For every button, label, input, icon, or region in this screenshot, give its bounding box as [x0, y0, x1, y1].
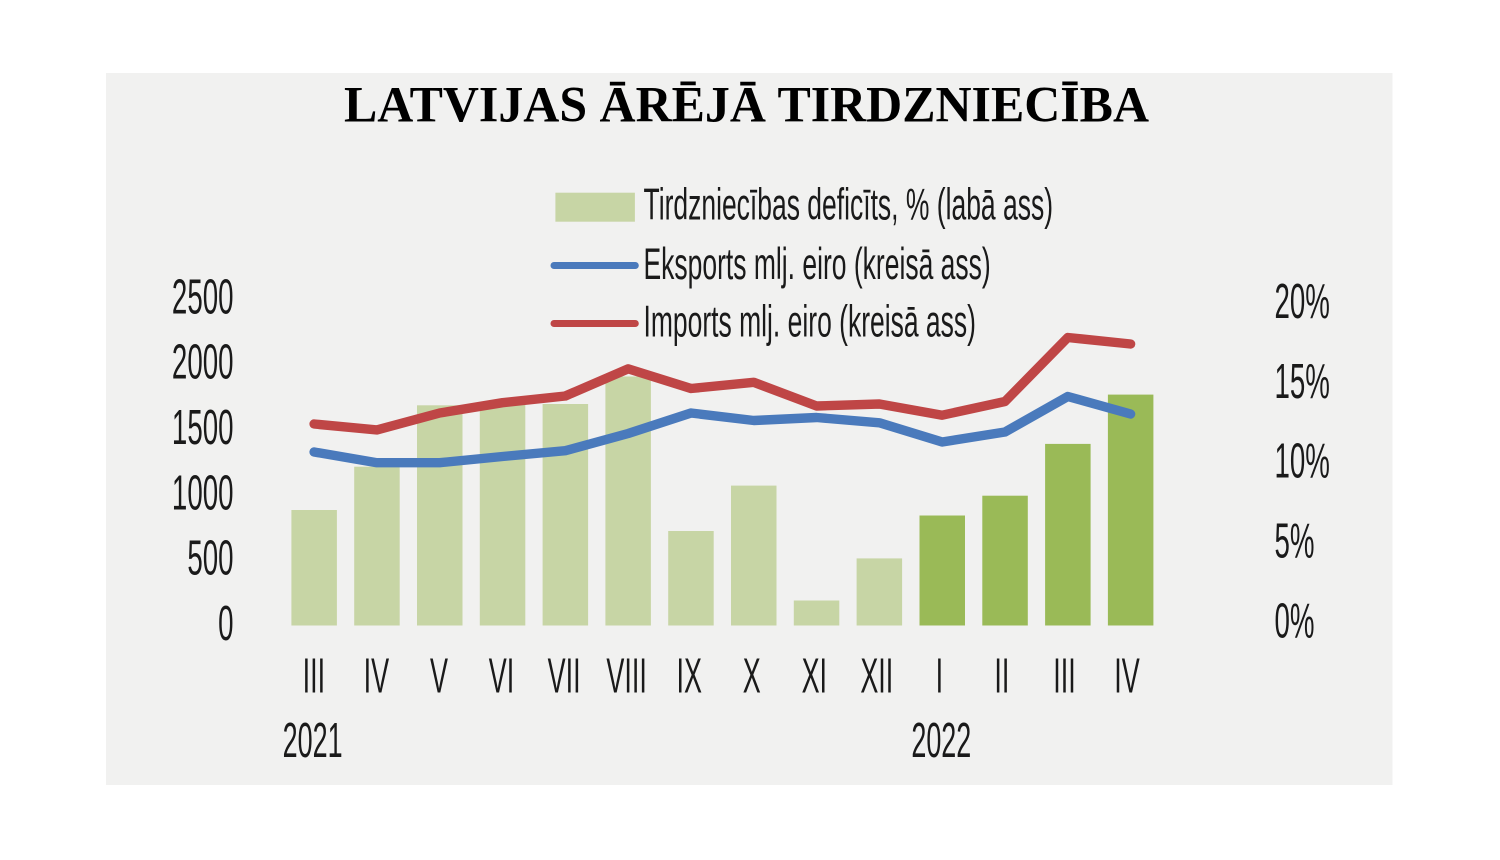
- svg-text:Eksports mlj. eiro (kreisā ass: Eksports mlj. eiro (kreisā ass): [644, 239, 991, 289]
- svg-text:II: II: [994, 649, 1009, 704]
- svg-text:III: III: [303, 649, 325, 704]
- svg-text:1500: 1500: [172, 401, 234, 455]
- svg-text:15%: 15%: [1275, 355, 1330, 409]
- svg-text:2021: 2021: [283, 714, 343, 769]
- svg-text:Imports mlj. eiro (kreisā ass): Imports mlj. eiro (kreisā ass): [644, 296, 976, 346]
- svg-text:XI: XI: [802, 649, 827, 704]
- svg-text:10%: 10%: [1275, 435, 1330, 489]
- svg-text:5%: 5%: [1275, 515, 1315, 569]
- svg-text:1000: 1000: [172, 466, 234, 520]
- svg-text:500: 500: [187, 532, 233, 586]
- svg-text:LATVIJAS ĀRĒJĀ TIRDZNIECĪBA: LATVIJAS ĀRĒJĀ TIRDZNIECĪBA: [344, 78, 1149, 134]
- svg-text:2000: 2000: [172, 336, 234, 390]
- svg-text:XII: XII: [860, 649, 893, 704]
- svg-text:X: X: [743, 649, 761, 704]
- svg-text:IV: IV: [364, 649, 390, 704]
- svg-text:IX: IX: [676, 649, 701, 704]
- svg-text:VI: VI: [489, 649, 514, 704]
- svg-text:I: I: [936, 649, 943, 704]
- svg-text:2500: 2500: [172, 270, 234, 324]
- svg-text:0%: 0%: [1275, 594, 1315, 648]
- svg-text:IV: IV: [1114, 649, 1140, 704]
- svg-text:VIII: VIII: [606, 649, 646, 704]
- svg-text:Tirdzniecības deficīts, % (lab: Tirdzniecības deficīts, % (labā ass): [644, 179, 1054, 229]
- svg-text:III: III: [1053, 649, 1075, 704]
- svg-text:0: 0: [218, 597, 233, 651]
- svg-text:20%: 20%: [1275, 275, 1330, 329]
- svg-text:2022: 2022: [911, 714, 971, 769]
- svg-text:VII: VII: [548, 649, 581, 704]
- svg-text:V: V: [430, 649, 448, 704]
